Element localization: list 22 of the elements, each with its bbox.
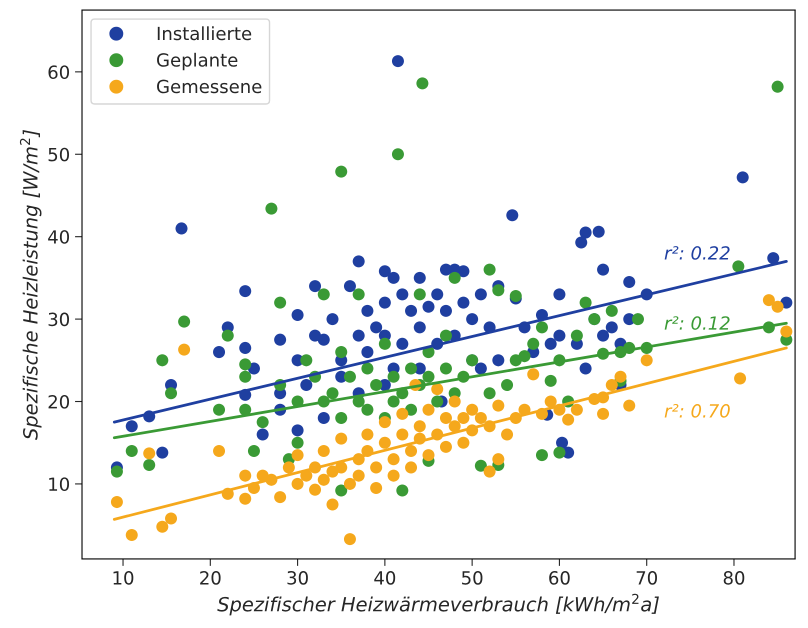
annotation: r²: 0.12 — [664, 316, 730, 330]
y-tick-label: 20 — [48, 394, 70, 409]
x-tick-label: 40 — [374, 571, 396, 585]
annotation: r²: 0.22 — [664, 246, 730, 260]
y-tick-label: 50 — [48, 148, 70, 162]
y-tick-label: 30 — [48, 312, 70, 326]
y-tick-label: 60 — [48, 65, 70, 79]
x-tick-label: 20 — [200, 571, 221, 585]
x-tick-label: 10 — [114, 571, 134, 585]
x-axis-title: Spezifischer Heizwärmeverbrauch [kWh/m$^{2}$a] — [217, 594, 659, 616]
x-tick-label: 30 — [287, 571, 308, 585]
x-tick-label: 70 — [636, 571, 657, 585]
y-tick-label: 40 — [48, 230, 70, 244]
annotation: r²: 0.70 — [664, 404, 730, 418]
legend-label: Installierte — [158, 26, 252, 40]
legend-label: Gemessene — [157, 80, 262, 94]
legend-label: Geplante — [157, 52, 238, 70]
y-axis-title: Spezifische Heizleistung [W/m$^{2}$] — [20, 130, 42, 440]
x-tick-label: 50 — [462, 571, 482, 585]
x-tick-label: 80 — [724, 571, 744, 585]
x-tick-label: 60 — [549, 571, 570, 585]
y-tick-label: 10 — [49, 477, 70, 492]
